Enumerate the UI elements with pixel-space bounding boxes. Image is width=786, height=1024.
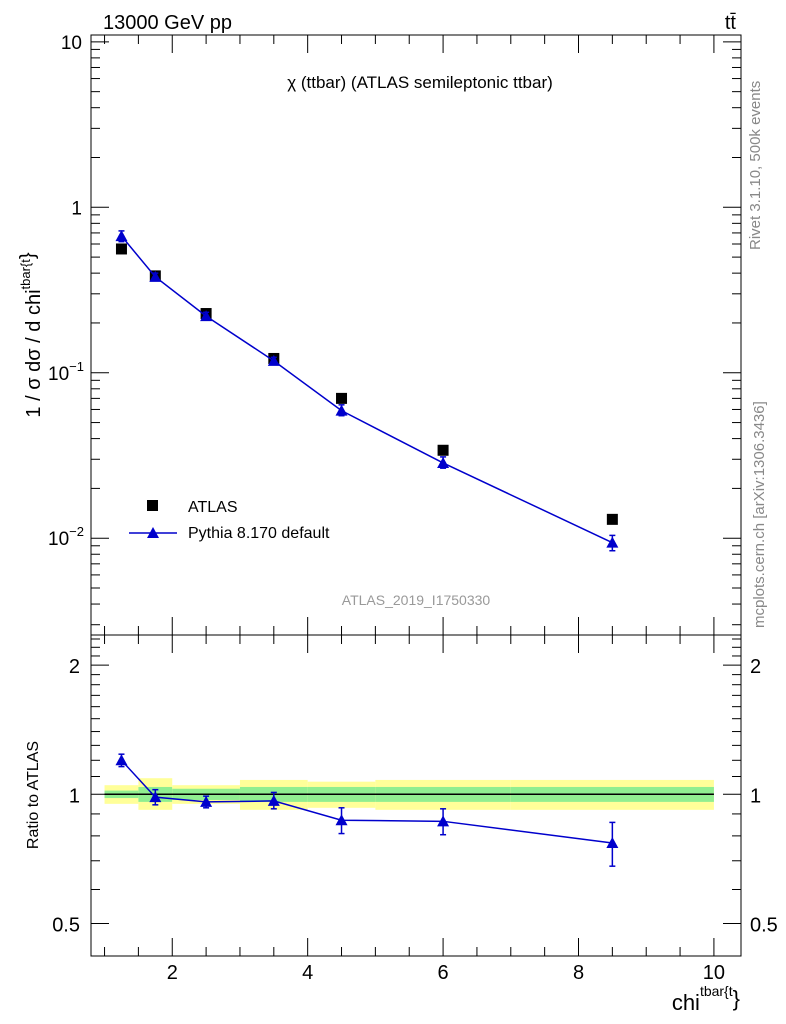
main-y-tick-label: 10−1	[48, 359, 84, 385]
pythia-main-point	[606, 536, 619, 548]
pythia-ratio-point	[335, 814, 348, 826]
pythia-main-point	[200, 310, 213, 322]
x-tick-label: 8	[573, 962, 584, 984]
main-y-axis-label: 1 / σ dσ / d chitbar{t}	[17, 252, 45, 417]
ratio-y-tick-label-right: 1	[750, 785, 761, 807]
pythia-ratio-point	[606, 837, 619, 849]
header-energy-label: 13000 GeV pp	[103, 12, 232, 34]
pythia-ratio-point	[149, 791, 162, 803]
ratio-y-tick-label: 0.5	[52, 914, 80, 936]
pythia-ratio-point	[115, 754, 128, 766]
ratio-y-tick-label: 2	[69, 656, 80, 678]
pythia-main-point	[115, 230, 128, 242]
analysis-id: ATLAS_2019_I1750330	[342, 592, 491, 608]
main-y-tick-label: 10	[61, 33, 82, 54]
pythia-main-line	[120, 235, 613, 544]
legend: ATLAS Pythia 8.170 default	[129, 499, 330, 542]
ratio-y-tick-label: 1	[69, 785, 80, 807]
atlas-data-point	[437, 444, 449, 456]
main-y-tick-label: 1	[71, 198, 82, 219]
legend-marker-atlas	[147, 500, 158, 511]
legend-marker-pythia	[147, 527, 159, 538]
x-axis-label: chitbar{t}	[672, 983, 740, 1015]
pythia-main-point	[149, 270, 162, 282]
main-y-tick-label: 10−2	[48, 524, 84, 550]
pythia-main-point	[437, 456, 450, 468]
atlas-data-point	[336, 392, 348, 404]
atlas-data-point	[606, 513, 618, 525]
svg-text:1 / σ dσ / d chitbar{t}: 1 / σ dσ / d chitbar{t}	[17, 252, 45, 417]
legend-label-pythia: Pythia 8.170 default	[188, 525, 330, 542]
x-tick-label: 10	[703, 962, 725, 984]
pythia-main-point	[335, 404, 348, 416]
main-plot-frame	[90, 34, 742, 636]
legend-label-atlas: ATLAS	[188, 499, 238, 516]
x-tick-label: 4	[302, 962, 313, 984]
pythia-ratio-point	[437, 815, 450, 827]
ratio-y-axis-label: Ratio to ATLAS	[25, 741, 42, 849]
rivet-label: Rivet 3.1.10, 500k events	[747, 81, 764, 250]
header-process-label: tt̄	[725, 12, 737, 34]
ratio-y-tick-label-right: 2	[750, 656, 761, 678]
chart-title: χ (ttbar) (ATLAS semileptonic ttbar)	[287, 73, 553, 92]
x-tick-label: 6	[438, 962, 449, 984]
pythia-main-point	[267, 354, 280, 366]
atlas-data-point	[115, 243, 127, 255]
pythia-ratio-point	[267, 794, 280, 806]
x-tick-label: 2	[167, 962, 178, 984]
pythia-ratio-point	[200, 795, 213, 807]
ratio-y-tick-label-right: 0.5	[750, 914, 778, 936]
source-label: mcplots.cern.ch [arXiv:1306.3436]	[751, 401, 768, 628]
ratio-plot-frame	[90, 634, 742, 957]
